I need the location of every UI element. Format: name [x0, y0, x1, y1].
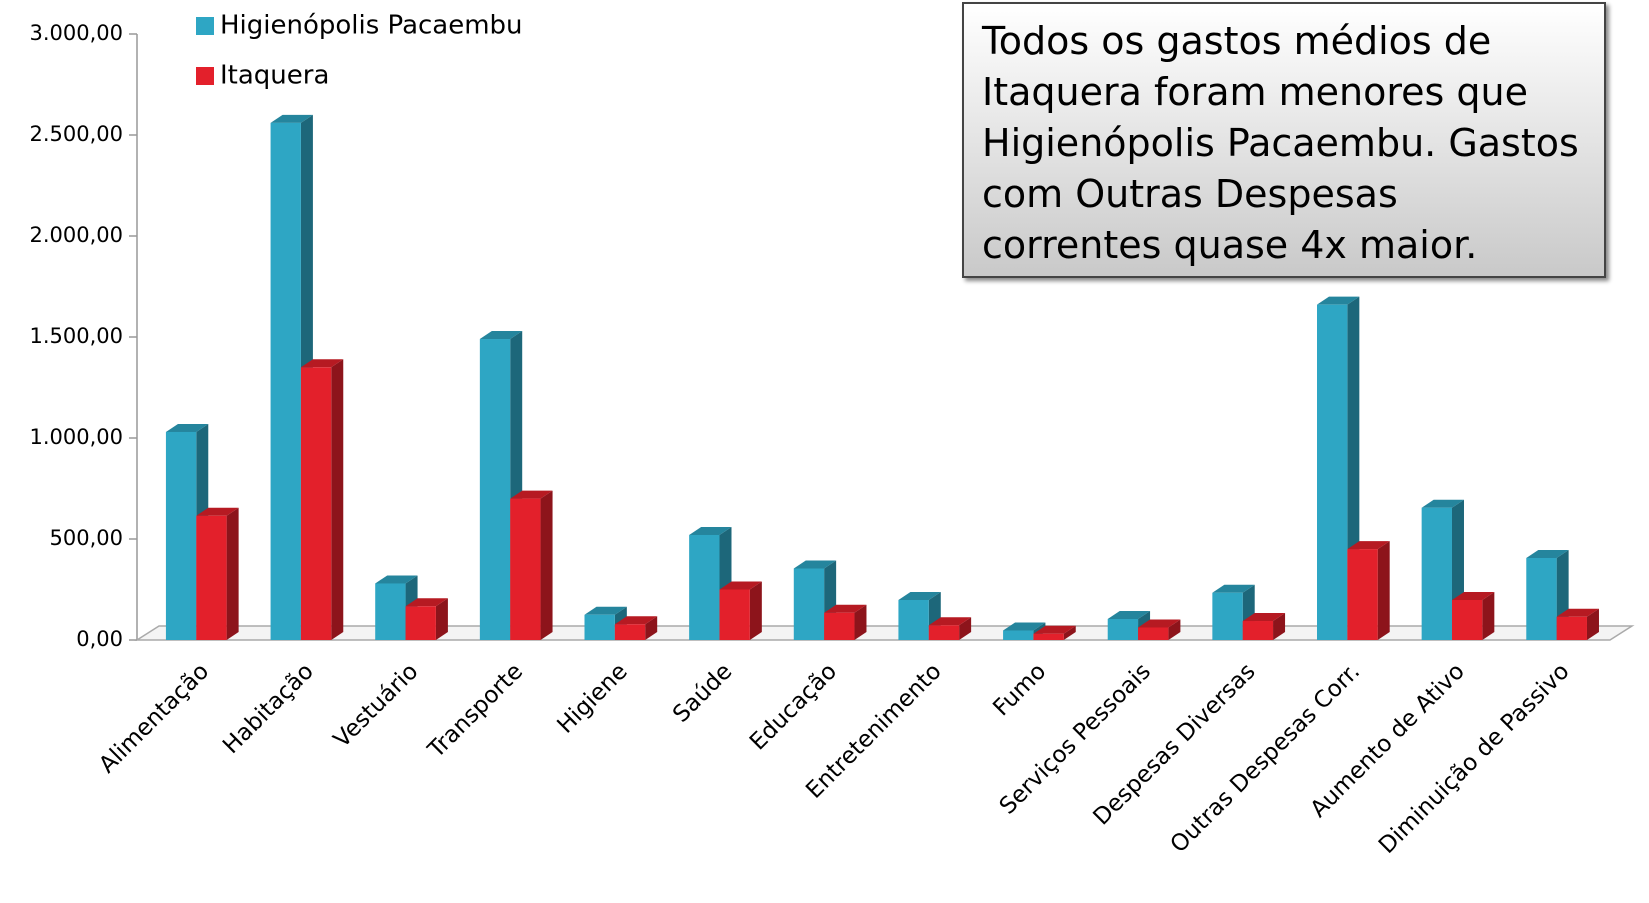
- bar: [824, 612, 855, 640]
- bar-side: [331, 359, 344, 640]
- bar: [1451, 600, 1483, 640]
- bar-top: [479, 331, 523, 340]
- y-tick-label: 1.500,00: [29, 324, 123, 348]
- bar: [479, 339, 511, 640]
- bar: [1347, 549, 1378, 640]
- bar-side: [749, 581, 762, 640]
- legend-swatch: [196, 67, 214, 85]
- bar: [1526, 557, 1557, 640]
- x-tick-label: Educação: [745, 658, 842, 755]
- bar-top: [1347, 541, 1390, 550]
- bar-side: [645, 616, 658, 640]
- bar-top: [1317, 296, 1360, 305]
- legend-swatch: [196, 17, 214, 35]
- y-tick-label: 2.000,00: [29, 223, 123, 247]
- bar: [405, 606, 436, 640]
- y-tick-label: 500,00: [50, 526, 123, 550]
- bar-top: [405, 598, 448, 607]
- x-tick-label: Higiene: [552, 658, 632, 738]
- bar: [165, 431, 197, 640]
- bar-side: [1168, 619, 1181, 640]
- bar-top: [793, 560, 837, 569]
- legend-label: Higienópolis Pacaembu: [220, 11, 523, 41]
- x-tick-label: Habitação: [218, 658, 319, 759]
- bar-top: [824, 604, 867, 613]
- bar: [928, 625, 960, 640]
- x-tick-label: Diminuição de Passivo: [1374, 658, 1575, 859]
- bar: [510, 498, 541, 640]
- bar-side: [959, 617, 972, 640]
- bar: [1317, 304, 1348, 640]
- bar-side: [854, 604, 867, 640]
- bar: [689, 534, 720, 640]
- x-tick-label: Saúde: [668, 658, 737, 727]
- annotation: Todos os gastos médios de Itaquera foram…: [962, 2, 1606, 278]
- bar-side: [435, 598, 448, 640]
- bar-top: [614, 616, 658, 625]
- x-tick-label: Alimentação: [94, 658, 214, 778]
- bar-side: [1586, 608, 1599, 640]
- bar: [898, 600, 929, 640]
- bar-top: [270, 114, 313, 123]
- bar-top: [584, 606, 627, 615]
- bar: [1556, 616, 1587, 640]
- bar-side: [1063, 625, 1076, 640]
- bar: [1033, 633, 1064, 640]
- x-tick-label: Fumo: [988, 658, 1051, 721]
- bar-top: [1451, 592, 1495, 601]
- bar: [270, 122, 301, 640]
- bar-top: [1003, 622, 1046, 631]
- bar-top: [928, 617, 972, 626]
- bar-side: [540, 490, 553, 640]
- y-tick-label: 3.000,00: [29, 21, 123, 45]
- bar-top: [1033, 625, 1076, 634]
- x-tick-label: Vestuário: [329, 658, 424, 753]
- bar: [584, 614, 615, 640]
- bar: [614, 624, 646, 640]
- bar: [1212, 592, 1243, 640]
- bar: [1003, 630, 1034, 640]
- bar-top: [1138, 619, 1181, 628]
- bar-top: [1421, 499, 1464, 508]
- bar: [196, 515, 227, 640]
- bar-top: [300, 359, 344, 368]
- bar-top: [719, 581, 762, 590]
- bar: [1107, 618, 1139, 640]
- bar-top: [898, 592, 941, 601]
- bar: [719, 589, 750, 640]
- x-tick-label: Outras Despesas Corr.: [1166, 658, 1366, 858]
- legend-label: Itaquera: [220, 61, 329, 91]
- bar: [793, 568, 825, 640]
- bar-top: [1212, 584, 1255, 593]
- y-tick-label: 1.000,00: [29, 425, 123, 449]
- bar-top: [375, 575, 418, 584]
- bar-top: [1242, 613, 1286, 622]
- bar: [375, 583, 406, 640]
- bar-top: [689, 526, 732, 535]
- bar-top: [510, 490, 553, 499]
- bar-side: [1273, 613, 1286, 640]
- bar: [1242, 621, 1274, 640]
- floor: [134, 625, 1635, 641]
- bar: [1421, 507, 1452, 640]
- x-tick-label: Transporte: [423, 658, 528, 763]
- y-tick-label: 0,00: [76, 627, 123, 651]
- bar: [1138, 627, 1169, 640]
- bar-top: [1556, 608, 1599, 617]
- bar-top: [165, 423, 209, 432]
- bar-side: [226, 507, 239, 640]
- y-tick-label: 2.500,00: [29, 122, 123, 146]
- bar-top: [1107, 610, 1151, 619]
- bar: [300, 367, 332, 640]
- bar-top: [196, 507, 239, 516]
- bar-top: [1526, 549, 1569, 558]
- bar-side: [1377, 541, 1390, 640]
- bar-side: [1482, 592, 1495, 640]
